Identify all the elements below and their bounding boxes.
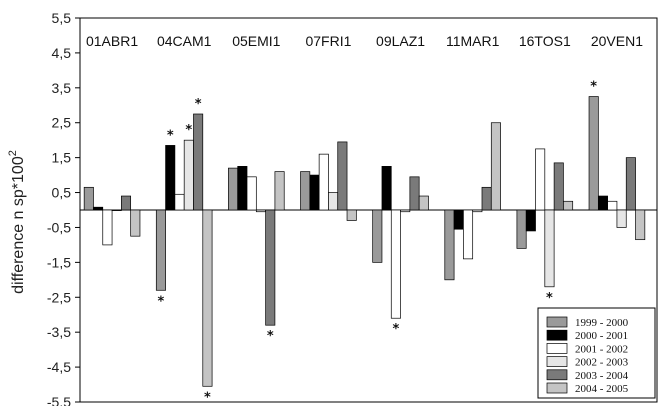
bar-16tos1-s0 [516,209,527,249]
bar-11mar1-s3 [472,209,483,213]
bar-09laz1-s5 [418,195,429,211]
legend-swatch [546,329,568,341]
bar-07fri1-s0 [300,171,311,211]
y-tick-label: 2,5 [52,115,72,131]
bar-04cam1-s0 [155,209,166,291]
bar-20ven1-s0 [588,96,599,211]
bar-11mar1-s5 [490,122,501,211]
bar-11mar1-s0 [444,209,455,281]
bar-20ven1-s5 [635,209,646,241]
bar-04cam1-s2 [174,193,185,211]
significance-markers: ** **** *** [158,80,598,406]
significance-star: * [590,80,597,95]
legend-label: 2001 - 2002 [575,343,628,355]
significance-star: * [195,97,202,112]
bar-20ven1-s2 [607,200,618,211]
legend-label: 2000 - 2001 [575,330,628,342]
bar-16tos1-s2 [535,148,546,211]
bar-09laz1-s1 [381,166,392,211]
bar-09laz1-s4 [409,176,420,211]
legend-label: 2004 - 2005 [575,383,629,395]
bar-07fri1-s2 [318,153,329,211]
bar-05emi1-s5 [274,171,285,211]
significance-star: * [158,294,165,309]
y-tick-label: -3,5 [47,324,71,340]
category-label-05emi1: 05EMI1 [232,33,280,49]
legend-swatch [546,382,568,394]
y-tick-label: -4,5 [47,359,71,375]
bar-05emi1-s2 [246,176,257,211]
significance-star: * [546,291,553,306]
bar-04cam1-s4 [193,113,204,211]
legend-swatch [546,316,568,328]
y-tick-label: -5,5 [47,394,71,406]
category-label-09laz1: 09LAZ1 [376,33,425,49]
category-label-11mar1: 11MAR1 [446,33,500,49]
bar-01abr1-s3 [111,209,122,211]
significance-star: * [167,128,174,143]
bar-07fri1-s1 [309,174,320,211]
y-tick-label: -0,5 [47,219,71,235]
bar-04cam1-s5 [202,209,213,387]
y-axis-label-main: difference n sp*100 [10,156,27,294]
bar-20ven1-s4 [625,157,636,211]
bar-11mar1-s1 [453,209,464,230]
bar-04cam1-s1 [165,145,176,211]
y-axis-label: difference n sp*1002 [7,150,27,294]
legend-label: 2002 - 2003 [575,357,629,369]
legend-swatch [546,369,568,381]
y-tick-label: -1,5 [47,254,71,270]
bar-01abr1-s2 [102,209,113,246]
legend-swatch [546,356,568,367]
y-tick-label: 0,5 [52,185,72,201]
bar-01abr1-s5 [130,209,141,237]
bar-09laz1-s3 [400,209,411,213]
category-label-16tos1: 16TOS1 [519,33,571,49]
category-label-04cam1: 04CAM1 [157,33,212,49]
bar-05emi1-s1 [237,166,248,211]
y-tick-label: 3,5 [52,80,72,96]
legend-swatch [546,343,568,354]
y-axis-ticks: 5,5 4,5 3,5 2,5 1,5 0,5 -0,5 -1,5 -2,5 -3,5 -4,5 -5… [47,10,80,406]
significance-star: * [204,390,211,405]
bar-05emi1-s4 [265,209,276,326]
bar-04cam1-s3 [183,139,194,211]
bar-16tos1-s3 [544,209,555,288]
bar-01abr1-s1 [93,206,104,211]
bar-series [83,96,646,387]
bar-11mar1-s4 [481,186,492,211]
bar-07fri1-s3 [328,192,339,211]
bar-07fri1-s5 [346,209,357,221]
y-tick-label: -2,5 [47,289,71,305]
bar-09laz1-s0 [372,209,383,263]
y-axis-label-superscript: 2 [7,150,19,156]
significance-star: * [393,322,400,337]
category-labels: 01ABR1 04CAM1 05EMI1 07FRI1 09LAZ1 11MAR1 16TO… [86,33,643,49]
bar-05emi1-s0 [228,167,239,211]
category-label-07fri1: 07FRI1 [305,33,351,49]
bar-16tos1-s4 [553,162,564,211]
y-tick-label: 5,5 [52,10,72,26]
y-tick-label: 4,5 [52,45,72,61]
bar-05emi1-s3 [255,209,266,213]
bar-11mar1-s2 [463,209,474,260]
bar-16tos1-s5 [563,200,574,211]
significance-star: * [267,329,274,344]
significance-star: * [185,123,192,138]
legend-label: 1999 - 2000 [575,317,629,329]
bar-01abr1-s0 [83,186,94,211]
y-tick-label: 1,5 [52,150,72,166]
bar-07fri1-s4 [337,141,348,211]
legend-label: 2003 - 2004 [575,370,629,382]
bar-16tos1-s1 [525,209,536,232]
bar-01abr1-s4 [121,195,132,211]
category-label-01abr1: 01ABR1 [86,33,138,49]
category-label-20ven1: 20VEN1 [591,33,643,49]
bar-09laz1-s2 [390,209,401,319]
bar-20ven1-s1 [597,195,608,211]
bar-20ven1-s3 [616,209,627,228]
